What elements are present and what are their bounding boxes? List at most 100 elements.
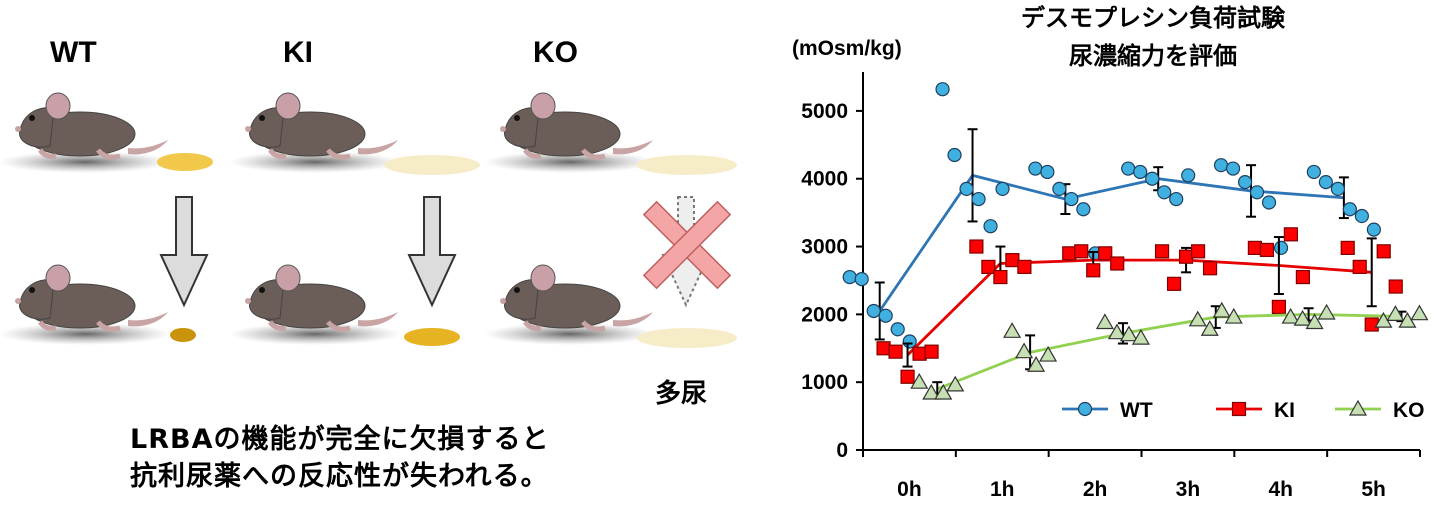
data-point-wt (1121, 161, 1136, 176)
data-point-ko (1188, 310, 1207, 327)
data-point-ki (1247, 240, 1262, 256)
data-point-ko (1119, 325, 1138, 342)
data-point-ki (1388, 279, 1403, 294)
data-point-wt (1133, 164, 1148, 180)
data-point-ko (1281, 307, 1300, 324)
data-point-ko (1200, 320, 1219, 336)
data-point-ki (1202, 261, 1218, 276)
data-point-ki (1086, 263, 1101, 278)
data-point-ki (1098, 246, 1113, 261)
data-point-ko (1015, 342, 1034, 359)
data-point-ki (1259, 242, 1274, 258)
data-point-ko (1131, 328, 1150, 345)
series-line-ki (906, 258, 1372, 357)
caption-line-1: LRBAの機能が完全に欠損すると (130, 424, 550, 455)
data-point-wt (1237, 175, 1253, 190)
data-point-wt (1366, 222, 1381, 237)
y-tick-label: 3000 (801, 236, 848, 259)
data-point-wt (959, 181, 974, 196)
mouse-icon (0, 265, 171, 345)
data-point-wt (842, 269, 857, 285)
series-line-wt (878, 173, 1344, 312)
cross-icon (642, 200, 732, 290)
data-point-ki (1190, 244, 1206, 259)
data-point-ko (1027, 356, 1046, 372)
data-point-ko (1212, 301, 1231, 318)
data-point-wt (1249, 185, 1265, 200)
data-point-wt (1076, 202, 1091, 217)
data-point-wt (947, 147, 962, 163)
chart-legend: WT KI KO (1062, 399, 1425, 422)
data-point-wt (1169, 191, 1184, 207)
caption-line-2: 抗利尿薬への反応性が失われる。 (130, 461, 549, 492)
x-tick-label: 4h (1268, 478, 1293, 501)
data-point-ki (1110, 256, 1125, 271)
mouse-illustration: #left-art .body { stroke:#444; stroke-wi… (0, 0, 737, 348)
data-point-wt (1225, 161, 1241, 176)
data-point-wt (995, 181, 1010, 196)
data-point-wt (878, 308, 893, 323)
legend-label-wt: WT (1120, 399, 1153, 422)
data-point-ki (1074, 244, 1089, 259)
x-tick-label: 1h (990, 478, 1015, 501)
data-point-ko (1224, 307, 1243, 324)
data-point-wt (854, 271, 869, 287)
data-point-wt (1157, 185, 1172, 200)
data-point-ki (1062, 246, 1077, 261)
data-point-ki (1295, 269, 1310, 285)
data-point-ki (900, 369, 915, 384)
data-point-wt (902, 334, 917, 349)
y-tick-label: 5000 (801, 100, 848, 123)
data-point-wt (983, 219, 998, 234)
mouse-icon (0, 93, 171, 173)
chart-axes: 0 1000 2000 3000 4000 5000 0h 1h 2h 3h 4h 5h (801, 72, 1421, 501)
urine-puddle-icon (637, 155, 737, 175)
osmolality-chart: デスモプレシン負荷試験 尿濃縮力を評価 (mOsm/kg) 0 1000 2000 3… (792, 4, 1429, 501)
data-point-wt (1213, 158, 1229, 173)
data-point-ki (1340, 240, 1355, 256)
series-line-ko (936, 312, 1402, 391)
data-point-ki (912, 346, 927, 361)
data-point-ki (924, 344, 939, 359)
legend-marker-wt (1077, 401, 1093, 417)
urine-puddle-icon (384, 155, 480, 175)
mouse-icon (229, 93, 401, 173)
genotype-label-ko: KO (533, 36, 578, 69)
data-point-ki (1017, 259, 1032, 274)
data-point-wt (1145, 171, 1160, 186)
urine-puddle-icon (170, 328, 196, 342)
data-point-wt (1064, 191, 1079, 207)
legend-marker-ki (1231, 401, 1247, 417)
data-point-ki (876, 341, 891, 356)
data-point-ko (1039, 345, 1058, 362)
data-point-ko (1386, 305, 1405, 321)
data-point-ki (969, 239, 984, 254)
data-point-ki (1166, 276, 1182, 291)
data-point-wt (1052, 181, 1067, 196)
y-tick-label: 4000 (801, 168, 848, 191)
data-point-ko (1107, 323, 1126, 340)
data-point-ko (934, 383, 953, 400)
data-point-wt (1330, 181, 1345, 196)
data-point-wt (1040, 164, 1055, 180)
data-point-ki (1154, 244, 1170, 259)
data-point-wt (890, 322, 905, 337)
mouse-icon (484, 93, 656, 173)
chart-series (842, 82, 1429, 400)
genotype-label-wt: WT (50, 36, 97, 69)
data-point-ki (1178, 249, 1194, 264)
data-point-wt (1354, 208, 1369, 224)
y-tick-label: 0 (836, 439, 848, 462)
x-tick-label: 0h (897, 478, 922, 501)
chart-title-line-1: デスモプレシン負荷試験 (1021, 4, 1286, 32)
data-point-wt (866, 303, 881, 319)
data-point-ki (1352, 259, 1367, 274)
down-arrow-icon (159, 196, 209, 308)
data-point-ko (1003, 322, 1022, 338)
mouse-icon (229, 265, 401, 345)
data-point-ki (981, 259, 996, 274)
data-point-wt (1306, 164, 1321, 180)
data-point-ko (910, 372, 929, 389)
legend-label-ko: KO (1393, 399, 1425, 422)
urine-puddle-icon (637, 328, 737, 348)
